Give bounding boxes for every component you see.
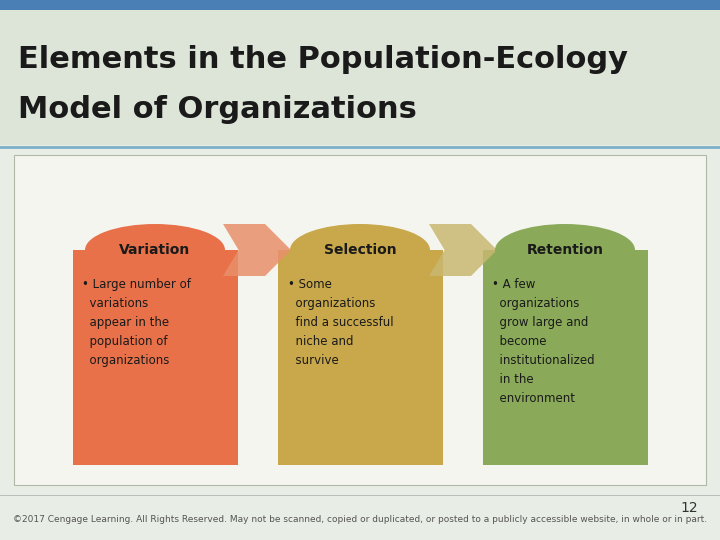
FancyBboxPatch shape xyxy=(73,250,238,465)
FancyBboxPatch shape xyxy=(0,147,720,495)
Polygon shape xyxy=(429,224,497,276)
Ellipse shape xyxy=(495,224,635,276)
Text: Selection: Selection xyxy=(324,243,396,257)
Polygon shape xyxy=(223,224,291,276)
Text: • Large number of
  variations
  appear in the
  population of
  organizations: • Large number of variations appear in t… xyxy=(83,278,192,367)
FancyBboxPatch shape xyxy=(482,250,647,465)
Text: ©2017 Cengage Learning. All Rights Reserved. May not be scanned, copied or dupli: ©2017 Cengage Learning. All Rights Reser… xyxy=(13,516,707,524)
FancyBboxPatch shape xyxy=(277,250,443,465)
Text: 12: 12 xyxy=(680,501,698,515)
Ellipse shape xyxy=(290,224,430,276)
Text: Variation: Variation xyxy=(120,243,191,257)
FancyBboxPatch shape xyxy=(0,0,720,10)
Text: Model of Organizations: Model of Organizations xyxy=(18,96,417,125)
Ellipse shape xyxy=(85,224,225,276)
Text: • A few
  organizations
  grow large and
  become
  institutionalized
  in the
 : • A few organizations grow large and bec… xyxy=(492,278,595,405)
FancyBboxPatch shape xyxy=(0,10,720,145)
Text: Elements in the Population-Ecology: Elements in the Population-Ecology xyxy=(18,45,628,75)
Text: • Some
  organizations
  find a successful
  niche and
  survive: • Some organizations find a successful n… xyxy=(287,278,393,367)
Text: Retention: Retention xyxy=(526,243,603,257)
FancyBboxPatch shape xyxy=(14,155,706,485)
